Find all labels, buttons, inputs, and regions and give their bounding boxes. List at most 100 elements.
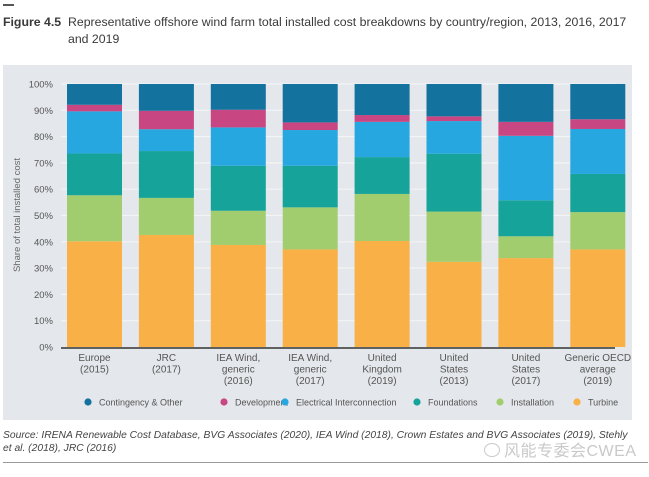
legend-item: Electrical Interconnection <box>281 398 397 408</box>
bar-segment-turbine <box>282 249 338 347</box>
x-tick-label-line: States <box>512 365 540 376</box>
x-axis-labels: Europe (2015)JRC (2017)IEA Wind, generic (20… <box>78 353 631 387</box>
bar-segment-electrical-interconnection <box>210 127 266 166</box>
y-tick-label: 20% <box>34 290 54 301</box>
x-tick-label-line: (2016) <box>224 376 253 387</box>
legend-item: Contingency & Other <box>84 398 183 408</box>
legend-label: Electrical Interconnection <box>296 398 397 408</box>
bars <box>67 84 626 347</box>
x-tick-label-line: Generic OECD <box>564 353 631 364</box>
legend-swatch-icon <box>496 398 504 406</box>
bar-segment-development <box>570 119 626 129</box>
bar-segment-development <box>426 116 482 122</box>
y-tick-label: 80% <box>34 132 54 143</box>
legend-label: Development <box>235 398 289 408</box>
bar-segment-turbine <box>570 249 626 347</box>
bar-segment-contingency-other <box>138 84 194 111</box>
x-tick-label-line: (2019) <box>368 376 397 387</box>
y-tick-label: 10% <box>34 316 54 327</box>
bar-stack <box>210 84 266 347</box>
x-tick-label: United Kingdom (2019) <box>362 353 401 387</box>
watermark-text: 风能专委会CWEA <box>504 443 637 460</box>
x-tick-label-line: generic <box>294 365 327 376</box>
bar-segment-foundations <box>138 151 194 198</box>
x-tick-label-line: (2015) <box>80 365 109 376</box>
bar-segment-development <box>210 109 266 128</box>
x-tick-label-line: IEA Wind, <box>216 353 260 364</box>
legend-item: Foundations <box>413 398 478 408</box>
bar-segment-foundations <box>570 173 626 213</box>
x-tick-label: JRC (2017) <box>152 353 181 376</box>
bar-segment-installation <box>570 212 626 250</box>
bar-segment-foundations <box>67 153 122 196</box>
bar-segment-development <box>498 121 554 136</box>
bar-segment-installation <box>354 193 410 242</box>
bar-segment-turbine <box>498 258 554 347</box>
footer-rule <box>3 462 648 463</box>
figure-title: Figure 4.5 Representative offshore wind … <box>3 14 643 48</box>
y-tick-label: 30% <box>34 264 54 275</box>
bar-segment-installation <box>210 210 266 245</box>
x-tick-label: IEA Wind, generic (2017) <box>288 353 332 387</box>
bar-segment-contingency-other <box>570 84 626 120</box>
legend-label: Installation <box>511 398 554 408</box>
x-tick-label: United States (2013) <box>440 353 469 387</box>
bar-segment-foundations <box>426 153 482 212</box>
x-tick-label-line: (2013) <box>440 376 469 387</box>
y-tick-label: 0% <box>39 343 53 354</box>
bar-segment-development <box>67 104 122 112</box>
legend-item: Installation <box>496 398 554 408</box>
bar-stack <box>426 84 482 347</box>
legend-swatch-icon <box>573 398 581 406</box>
y-tick-label: 90% <box>34 106 54 117</box>
watermark: 风能专委会CWEA <box>484 437 637 461</box>
bar-segment-turbine <box>210 244 266 347</box>
bar-segment-development <box>138 110 194 130</box>
x-tick-label: Europe (2015) <box>78 353 111 376</box>
bar-segment-turbine <box>354 241 410 347</box>
bar-segment-electrical-interconnection <box>354 121 410 158</box>
bar-segment-development <box>282 122 338 131</box>
bar-stack <box>498 84 554 347</box>
bar-segment-contingency-other <box>67 84 122 105</box>
stacked-bar-chart: 0% 10% 20% 30% 40% 50% 60% 70% 80% 90% 100% Share … <box>12 80 631 408</box>
bar-segment-foundations <box>354 157 410 194</box>
bar-segment-electrical-interconnection <box>138 129 194 152</box>
bar-segment-turbine <box>138 234 194 347</box>
legend-swatch-icon <box>281 398 289 406</box>
bar-segment-installation <box>138 197 194 235</box>
header-rule <box>3 4 14 6</box>
x-tick-label-line: (2017) <box>296 376 325 387</box>
legend-label: Contingency & Other <box>99 398 183 408</box>
bar-segment-electrical-interconnection <box>67 111 122 154</box>
legend: Contingency & Other Development Electrical… <box>84 398 618 408</box>
y-tick-label: 70% <box>34 158 54 169</box>
x-tick-label-line: United <box>511 353 540 364</box>
bar-segment-contingency-other <box>426 84 482 117</box>
x-tick-label-line: average <box>580 365 617 376</box>
bar-segment-contingency-other <box>282 84 338 123</box>
bar-stack <box>570 84 626 347</box>
bar-segment-electrical-interconnection <box>498 135 554 201</box>
x-tick-label-line: JRC <box>157 353 176 364</box>
bar-segment-electrical-interconnection <box>282 130 338 166</box>
bar-stack <box>282 84 338 347</box>
y-tick-label: 40% <box>34 237 54 248</box>
x-tick-label-line: Europe <box>78 353 111 364</box>
y-tick-label: 100% <box>29 80 54 91</box>
legend-label: Turbine <box>588 398 618 408</box>
legend-swatch-icon <box>413 398 421 406</box>
bar-stack <box>138 84 194 347</box>
bar-segment-installation <box>282 207 338 250</box>
x-tick-label-line: Kingdom <box>362 365 401 376</box>
bar-segment-installation <box>498 236 554 259</box>
x-tick-label: Generic OECD average (2019) <box>564 353 631 387</box>
bar-segment-electrical-interconnection <box>570 128 626 174</box>
wechat-icon <box>484 443 500 457</box>
x-tick-label-line: (2017) <box>511 376 540 387</box>
legend-label: Foundations <box>428 398 478 408</box>
bar-stack <box>67 84 122 347</box>
y-axis-ticks: 0% 10% 20% 30% 40% 50% 60% 70% 80% 90% 100% <box>29 80 54 354</box>
bar-segment-foundations <box>282 165 338 208</box>
chart-panel: 0% 10% 20% 30% 40% 50% 60% 70% 80% 90% 100% Share … <box>3 65 632 420</box>
